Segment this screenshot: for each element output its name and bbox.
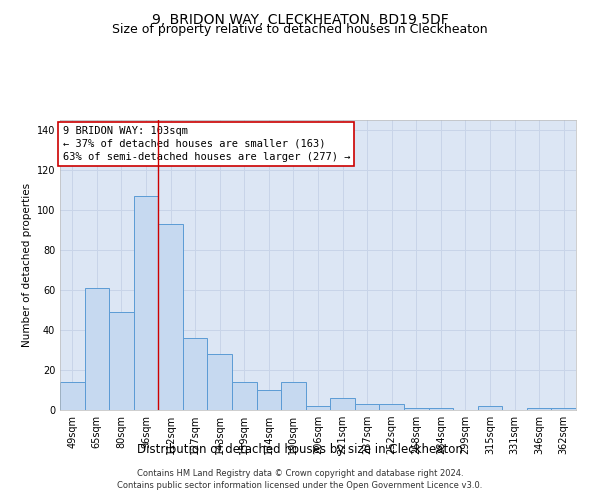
Bar xyxy=(257,390,281,410)
Bar xyxy=(109,312,134,410)
Bar xyxy=(134,196,158,410)
Y-axis label: Number of detached properties: Number of detached properties xyxy=(22,183,32,347)
Text: Distribution of detached houses by size in Cleckheaton: Distribution of detached houses by size … xyxy=(137,442,463,456)
Bar xyxy=(183,338,208,410)
Bar xyxy=(158,224,183,410)
Bar xyxy=(281,382,306,410)
Text: Size of property relative to detached houses in Cleckheaton: Size of property relative to detached ho… xyxy=(112,22,488,36)
Text: 9 BRIDON WAY: 103sqm
← 37% of detached houses are smaller (163)
63% of semi-deta: 9 BRIDON WAY: 103sqm ← 37% of detached h… xyxy=(62,126,350,162)
Bar xyxy=(404,408,428,410)
Bar xyxy=(208,354,232,410)
Bar xyxy=(379,404,404,410)
Text: 9, BRIDON WAY, CLECKHEATON, BD19 5DF: 9, BRIDON WAY, CLECKHEATON, BD19 5DF xyxy=(152,12,448,26)
Bar xyxy=(330,398,355,410)
Bar xyxy=(478,406,502,410)
Bar xyxy=(428,408,453,410)
Bar xyxy=(232,382,257,410)
Bar xyxy=(551,408,576,410)
Bar xyxy=(355,404,379,410)
Bar xyxy=(527,408,551,410)
Bar xyxy=(85,288,109,410)
Bar xyxy=(60,382,85,410)
Text: Contains HM Land Registry data © Crown copyright and database right 2024.
Contai: Contains HM Land Registry data © Crown c… xyxy=(118,468,482,490)
Bar xyxy=(306,406,330,410)
